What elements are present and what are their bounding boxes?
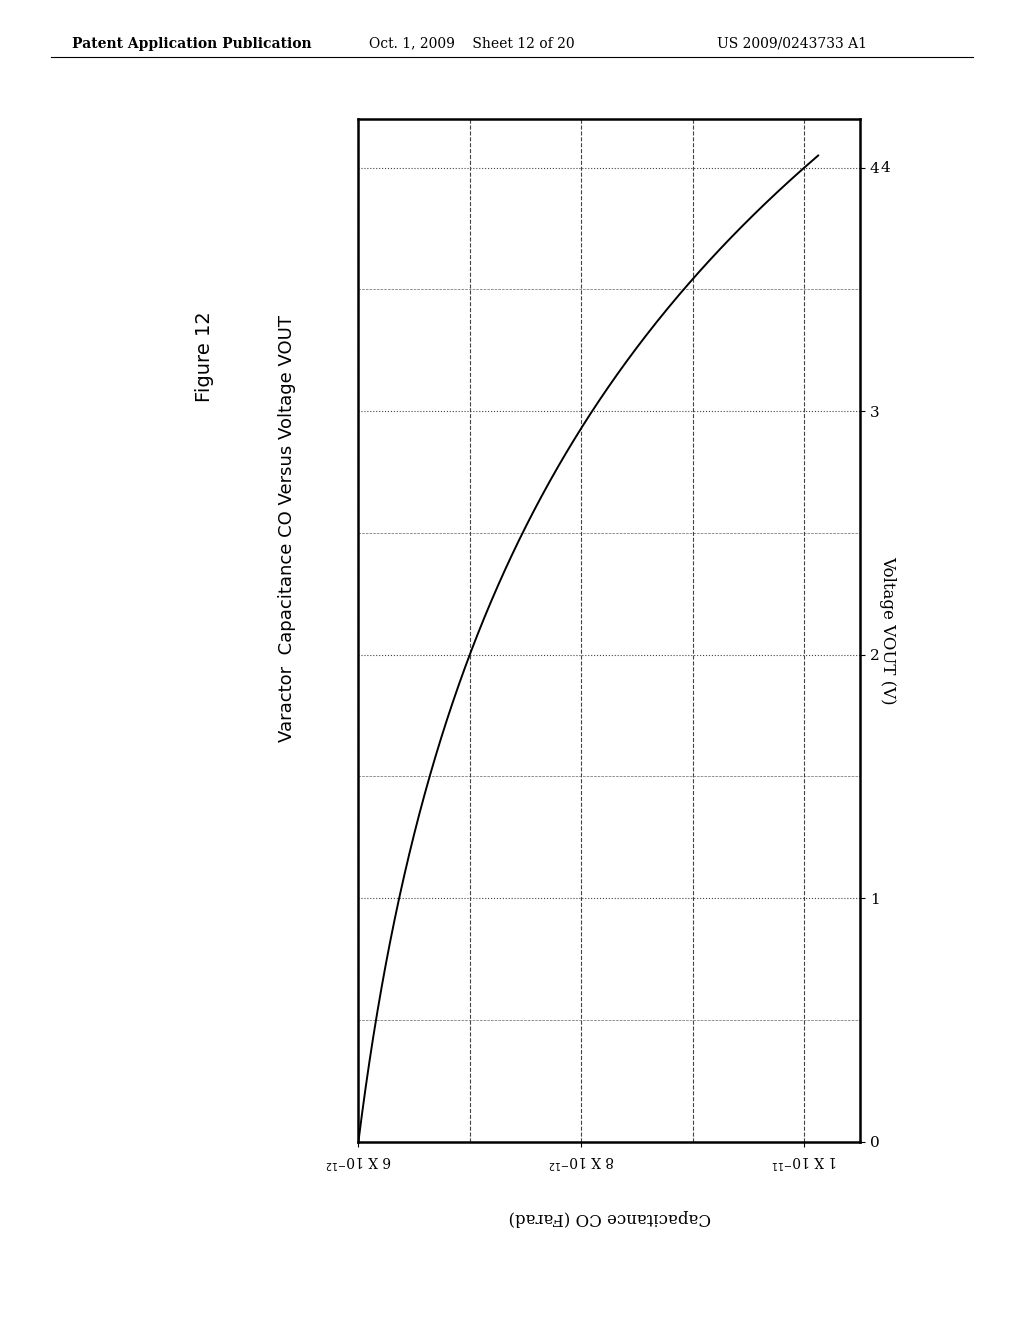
Text: US 2009/0243733 A1: US 2009/0243733 A1 [717, 37, 866, 50]
Text: 4: 4 [881, 161, 890, 174]
Text: Patent Application Publication: Patent Application Publication [72, 37, 311, 50]
Y-axis label: Voltage VOUT (V): Voltage VOUT (V) [880, 556, 896, 705]
X-axis label: Capacitance CO (Farad): Capacitance CO (Farad) [508, 1209, 711, 1226]
Text: Figure 12: Figure 12 [196, 312, 214, 401]
Text: Varactor  Capacitance CO Versus Voltage VOUT: Varactor Capacitance CO Versus Voltage V… [278, 314, 296, 742]
Text: Oct. 1, 2009    Sheet 12 of 20: Oct. 1, 2009 Sheet 12 of 20 [369, 37, 574, 50]
